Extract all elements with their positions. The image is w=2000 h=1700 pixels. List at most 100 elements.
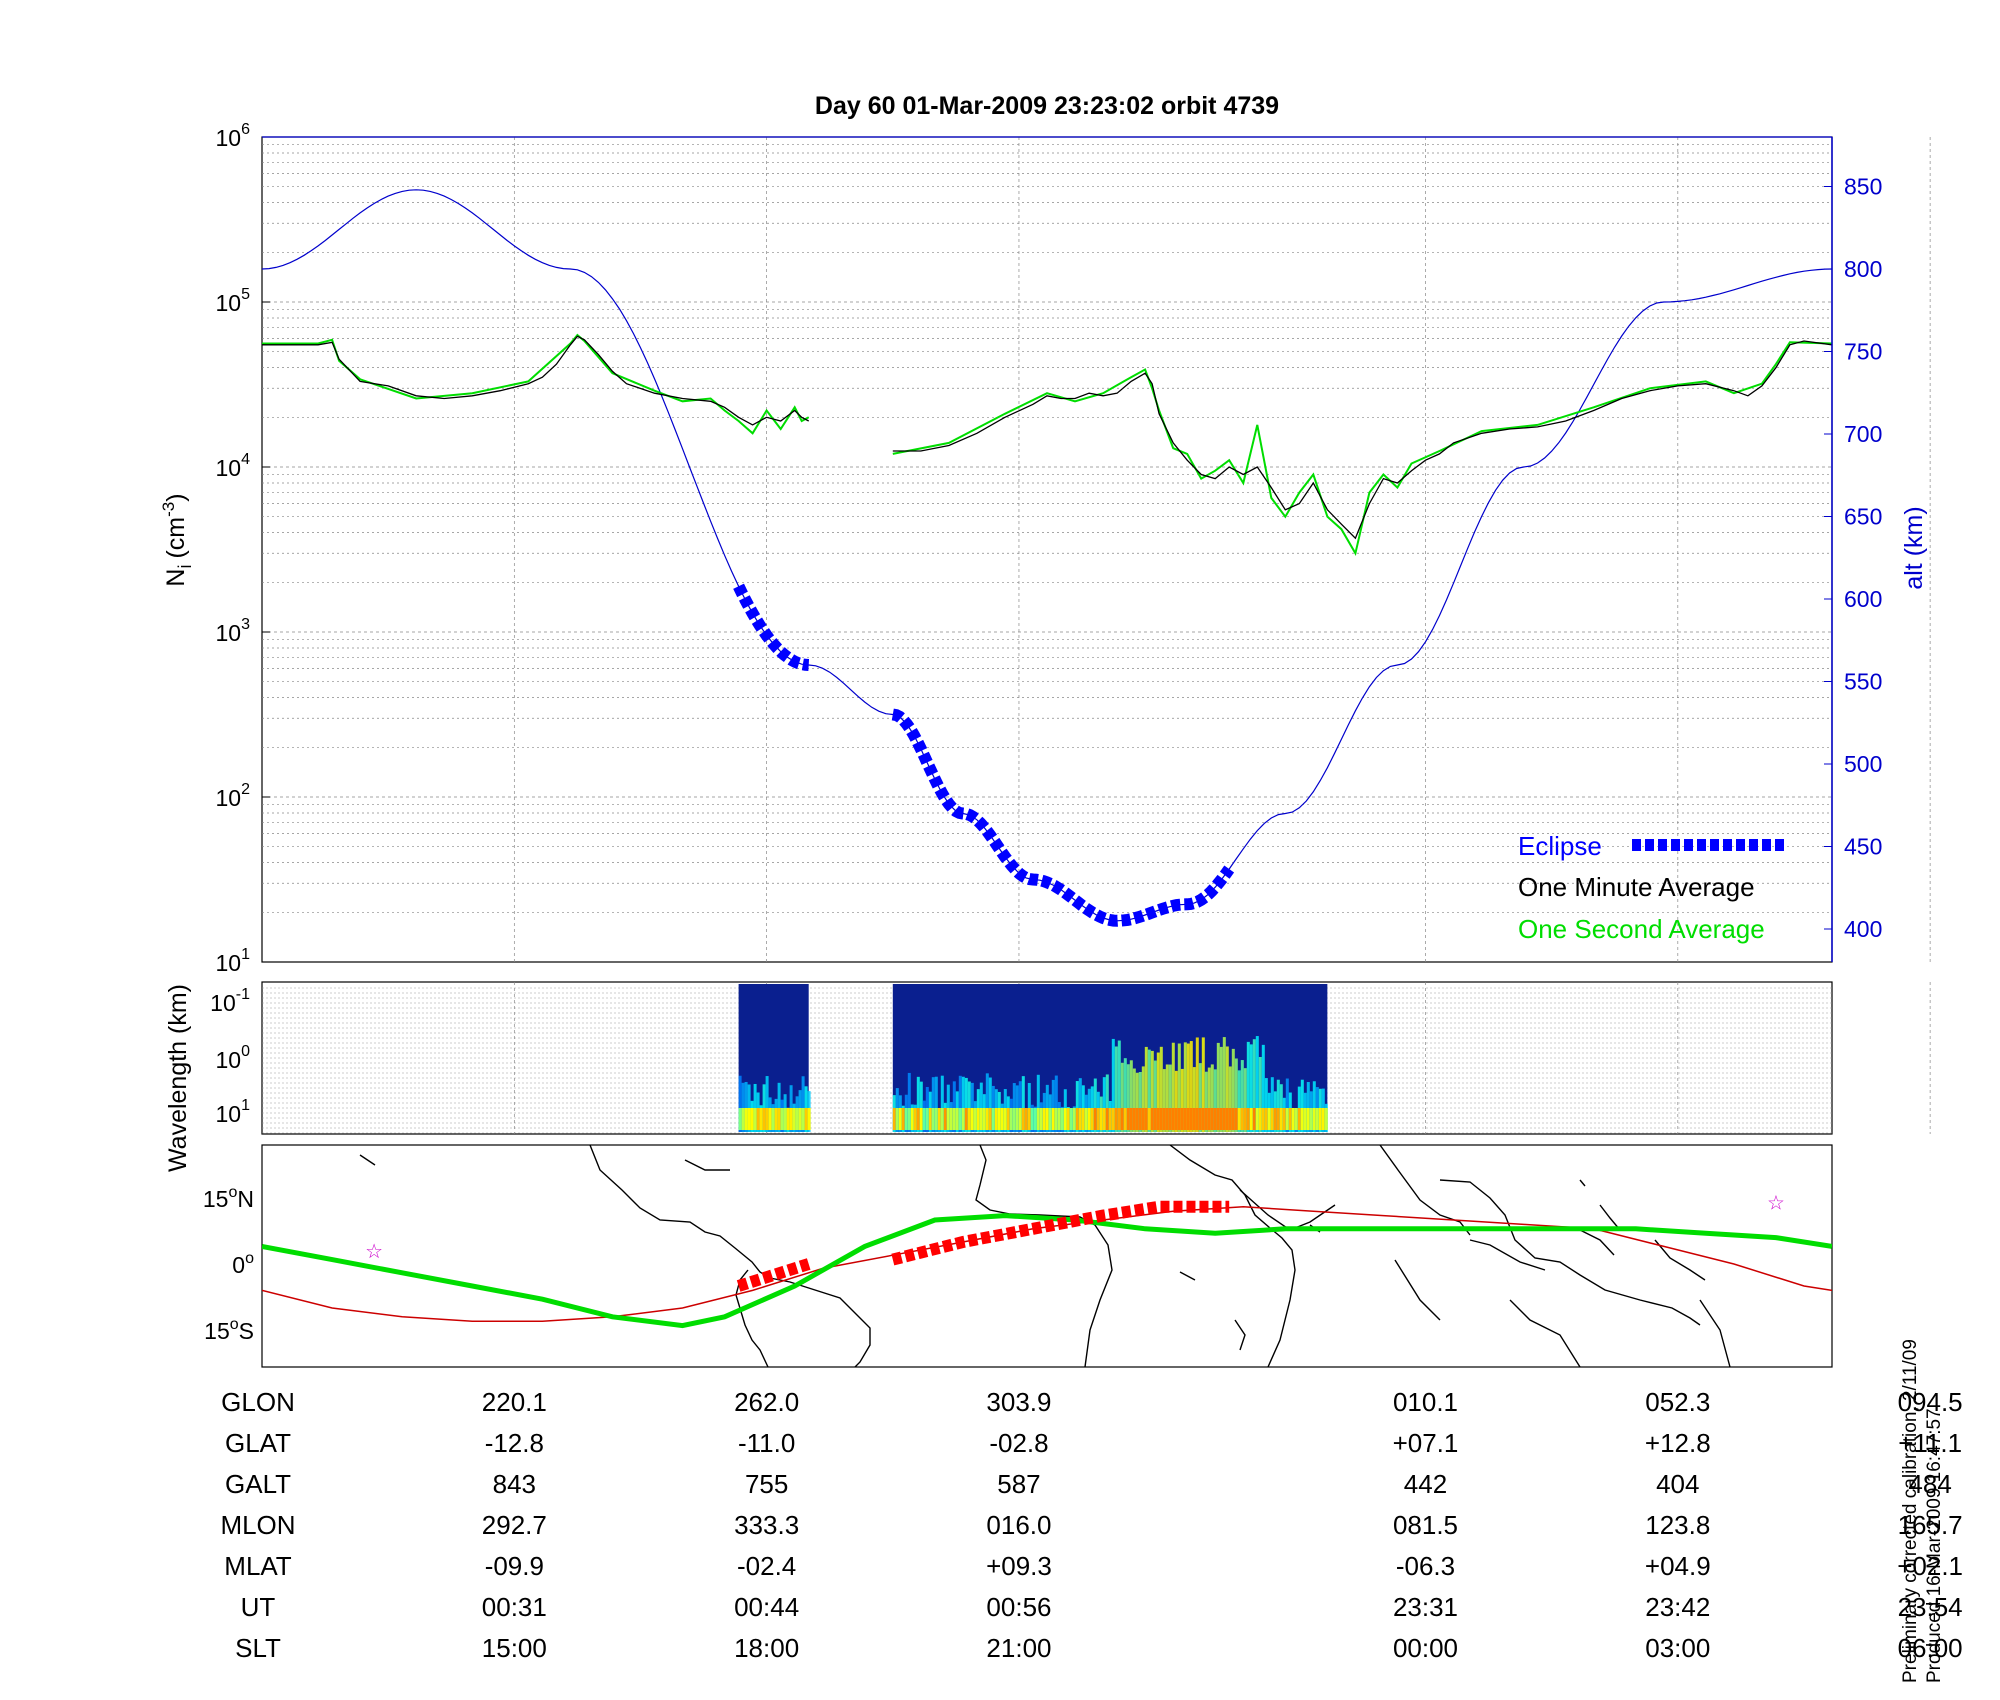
spectrogram-cell: [1168, 1064, 1172, 1132]
spectrogram-cell: [1249, 1108, 1253, 1130]
spectrogram-cell: [1177, 1108, 1181, 1130]
spectrogram-cell: [801, 1076, 805, 1132]
altitude-y-tick-label: 700: [1844, 421, 1882, 447]
spectrogram-cell: [1135, 1072, 1139, 1132]
tick-base: 10: [216, 455, 242, 481]
spectrogram-cell: [997, 1108, 1001, 1130]
spectrogram-cell: [1123, 1058, 1127, 1132]
spectrogram-cell: [892, 1108, 896, 1130]
spectrogram-cell: [1021, 1076, 1025, 1132]
spectrogram-cell: [1285, 1108, 1289, 1130]
spectrogram-cell: [1321, 1108, 1325, 1130]
spectrogram-cell: [1192, 1108, 1196, 1130]
table-row-label: GALT: [225, 1469, 291, 1499]
density-y-label-sub: i: [175, 565, 195, 569]
spectrogram-cell: [1018, 1081, 1022, 1132]
spectrogram-cell: [1051, 1079, 1055, 1132]
spectrogram-cell: [1126, 1108, 1130, 1130]
spectrogram-cell: [982, 1108, 986, 1130]
spectrogram-cell: [940, 1108, 944, 1130]
lat-deg: 15: [204, 1318, 230, 1344]
spectrogram-cell: [1186, 1043, 1190, 1132]
spectrogram-cell: [1204, 1108, 1208, 1130]
spectrogram-cell: [901, 1108, 905, 1130]
density-y-tick-label: 103: [216, 616, 251, 646]
table-row-label: MLON: [220, 1510, 295, 1540]
spectrogram-cell: [1138, 1072, 1142, 1132]
spectrogram-cell: [970, 1108, 974, 1130]
spectrogram-cell: [1144, 1108, 1148, 1130]
spectrogram-cell: [1165, 1064, 1169, 1132]
table-cell: 03:00: [1645, 1633, 1710, 1663]
spectrogram-cell: [1318, 1108, 1322, 1130]
table-cell: 00:44: [734, 1592, 799, 1622]
spectrogram-cell: [777, 1082, 781, 1132]
spectrogram-cell: [1117, 1108, 1121, 1130]
spectrogram-cell: [1219, 1108, 1223, 1130]
spectrogram-y-tick-label: 10-1: [210, 986, 250, 1016]
spectrogram-cell: [750, 1108, 754, 1130]
spectrogram-cell: [952, 1108, 956, 1130]
spectrogram-cell: [783, 1108, 787, 1130]
spectrogram-cell: [1180, 1108, 1184, 1130]
spectrogram-cell: [1003, 1108, 1007, 1130]
footnote-line2: Produced 16-Mar-2009 16:47:57: [1924, 1408, 1945, 1683]
spectrogram-cell: [1063, 1108, 1067, 1130]
spectrogram-cell: [1264, 1108, 1268, 1130]
legend-eclipse: Eclipse: [1518, 831, 1602, 861]
spectrogram-cell: [741, 1082, 745, 1132]
spectrogram-cell: [1198, 1108, 1202, 1130]
lat-hem: N: [237, 1186, 254, 1212]
spectrogram-cell: [1312, 1108, 1316, 1130]
spectrogram-cell: [792, 1108, 796, 1130]
spectrogram-cell: [1285, 1078, 1289, 1132]
table-cell: -02.8: [989, 1428, 1048, 1458]
altitude-y-ticks: 850 800 750 700 650 600 550 500 450 400: [1824, 174, 1882, 942]
spectrogram-cell: [1084, 1108, 1088, 1130]
spectrogram-cell: [1156, 1108, 1160, 1130]
table-cell: +12.8: [1645, 1428, 1711, 1458]
spectrogram-cell: [756, 1108, 760, 1130]
table-cell: +09.3: [986, 1551, 1052, 1581]
spectrogram-cell: [1222, 1037, 1226, 1132]
spectrogram-cell: [1102, 1077, 1106, 1132]
table-cell: 00:31: [482, 1592, 547, 1622]
legend: Eclipse One Minute Average One Second Av…: [1518, 831, 1785, 944]
spectrogram-cell: [1219, 1046, 1223, 1132]
spectrogram-cell: [1231, 1108, 1235, 1130]
tick-exp: 1: [241, 1097, 250, 1114]
one-minute-series: [262, 335, 1832, 540]
spectrogram-cell: [1177, 1043, 1181, 1132]
density-grid: [262, 137, 1931, 962]
spectrogram-cell: [1000, 1108, 1004, 1130]
spectrogram-cell: [988, 1077, 992, 1132]
spectrogram-cell: [1228, 1066, 1232, 1132]
density-y-label-unit: (cm: [162, 517, 190, 559]
spectrogram-cell: [1207, 1067, 1211, 1132]
degree-symbol: o: [228, 1184, 237, 1201]
spectrogram-cell: [804, 1108, 808, 1130]
spectrogram-cell: [1012, 1083, 1016, 1132]
table-cell: +11.1: [1898, 1428, 1962, 1458]
spectrogram-cell: [1198, 1063, 1202, 1132]
tick-exp: -1: [236, 986, 250, 1003]
spectrogram-cell: [1114, 1108, 1118, 1130]
table-cell: 23:42: [1645, 1592, 1710, 1622]
lat-deg: 0: [232, 1252, 245, 1278]
spectrogram-cell: [1129, 1108, 1133, 1130]
spectrogram-cell: [1114, 1046, 1118, 1132]
lat-deg: 15: [203, 1186, 229, 1212]
table-cell: 262.0: [734, 1387, 799, 1417]
spectrogram-cell: [1171, 1108, 1175, 1130]
spectrogram-cell: [795, 1108, 799, 1130]
spectrogram-cell: [807, 1108, 811, 1130]
degree-symbol: o: [230, 1316, 239, 1333]
tick-base: 10: [216, 620, 242, 646]
spectrogram-cell: [789, 1108, 793, 1130]
spectrogram-cell: [1210, 1108, 1214, 1130]
spectrogram-cell: [801, 1108, 805, 1130]
spectrogram-cell: [1252, 1039, 1256, 1132]
spectrogram-cell: [1162, 1108, 1166, 1130]
